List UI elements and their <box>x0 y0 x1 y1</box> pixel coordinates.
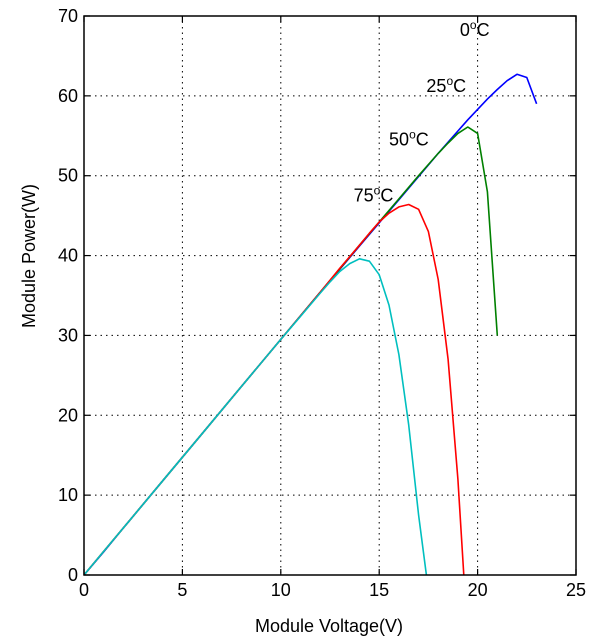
x-tick-label: 0 <box>79 580 89 600</box>
series-labels: 0oC 25oC 50oC 75oC <box>354 18 490 205</box>
y-tick-label: 0 <box>68 565 78 585</box>
x-tick-label: 5 <box>177 580 187 600</box>
series-label: 0oC <box>460 18 490 40</box>
y-tick-label: 50 <box>58 166 78 186</box>
x-axis-label: Module Voltage(V) <box>255 616 403 636</box>
x-tick-label: 10 <box>271 580 291 600</box>
series-line <box>83 257 428 576</box>
x-tick-label: 20 <box>468 580 488 600</box>
grid <box>84 16 576 575</box>
series-line <box>83 203 465 576</box>
plot-frame <box>83 15 577 576</box>
y-tick-label: 20 <box>58 405 78 425</box>
series-group <box>83 73 538 576</box>
y-tick-label: 70 <box>58 6 78 26</box>
y-axis-label: Module Power(W) <box>19 184 39 328</box>
series-label: 75oC <box>354 183 394 205</box>
series-label: 50oC <box>389 127 429 149</box>
series-line <box>83 126 499 576</box>
y-tick-label: 40 <box>58 246 78 266</box>
axis-ticks: 0 5 10 15 20 25 0 10 20 30 40 50 60 70 <box>58 6 586 600</box>
y-tick-label: 30 <box>58 325 78 345</box>
series-label: 25oC <box>426 74 466 96</box>
x-tick-label: 25 <box>566 580 586 600</box>
series-line <box>83 73 538 576</box>
y-tick-label: 60 <box>58 86 78 106</box>
x-tick-label: 15 <box>369 580 389 600</box>
y-tick-label: 10 <box>58 485 78 505</box>
